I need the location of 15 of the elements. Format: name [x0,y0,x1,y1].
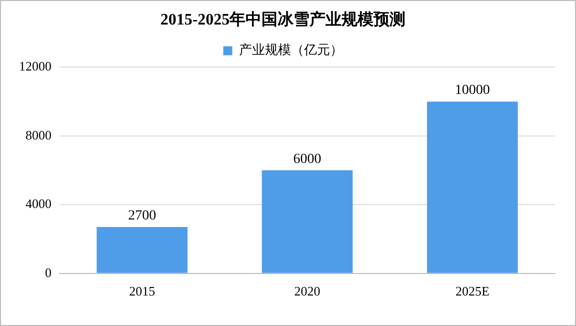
y-tick-label: 4000 [26,196,52,212]
data-label: 6000 [293,152,322,167]
chart-title: 2015-2025年中国冰雪产业规模预测 [160,10,406,29]
x-tick-label: 2025E [455,284,490,299]
legend-label: 产业规模（亿元） [238,42,343,58]
y-tick-label: 12000 [19,58,52,74]
y-tick-label: 8000 [26,127,52,142]
y-tick-label: 0 [45,264,52,280]
data-label: 2700 [128,208,156,224]
bar [426,102,518,273]
x-tick-label: 2015 [129,284,156,299]
x-tick-label: 2020 [294,284,320,299]
data-label: 10000 [454,83,490,98]
bar [262,170,353,273]
bar [96,227,188,273]
